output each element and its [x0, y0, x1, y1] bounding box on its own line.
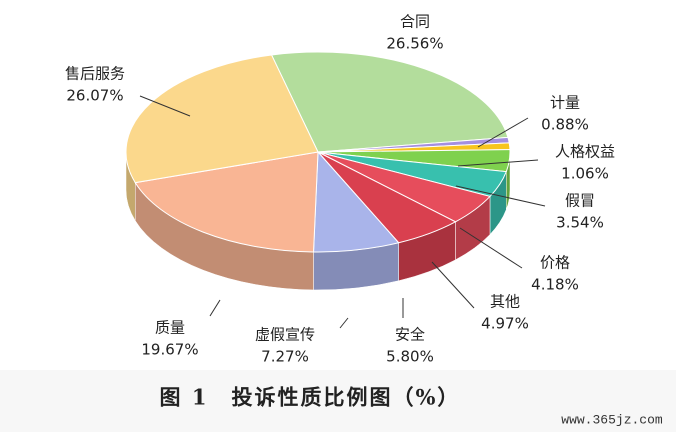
slice	[125, 54, 319, 184]
chart-title: 图 1 投诉性质比例图（%）	[160, 385, 461, 410]
leader-line	[477, 117, 529, 148]
value-label: 1.06%	[561, 165, 609, 183]
value-label: 7.27%	[261, 348, 309, 366]
slice	[134, 151, 319, 253]
value-label: 26.07%	[66, 87, 123, 105]
slice-label: 合同	[400, 13, 430, 31]
slice-label: 质量	[155, 319, 185, 337]
slice-label: 安全	[395, 326, 425, 344]
caption-band	[0, 370, 676, 432]
value-label: 3.54%	[556, 214, 604, 232]
leader-line	[209, 299, 221, 317]
value-label: 4.97%	[481, 315, 529, 333]
value-label: 26.56%	[386, 35, 443, 53]
leader-line	[139, 95, 191, 117]
slice-label: 售后服务	[65, 65, 125, 83]
value-label: 5.80%	[386, 348, 434, 366]
slice-label: 其他	[490, 293, 520, 311]
leader-line	[459, 227, 523, 269]
leader-line	[455, 185, 546, 207]
slice-label: 价格	[540, 254, 570, 272]
leader-line	[431, 261, 475, 309]
value-label: 0.88%	[541, 116, 589, 134]
slice-label: 虚假宣传	[255, 326, 315, 344]
watermark: www.365jz.com	[561, 412, 663, 427]
leader-line	[339, 317, 349, 329]
slice-label: 计量	[550, 94, 580, 112]
leader-line	[457, 159, 539, 167]
slice-label: 人格权益	[555, 143, 615, 161]
slice-label: 假冒	[565, 192, 595, 210]
slice	[270, 51, 509, 153]
value-label: 19.67%	[141, 341, 198, 359]
value-label: 4.18%	[531, 276, 579, 294]
